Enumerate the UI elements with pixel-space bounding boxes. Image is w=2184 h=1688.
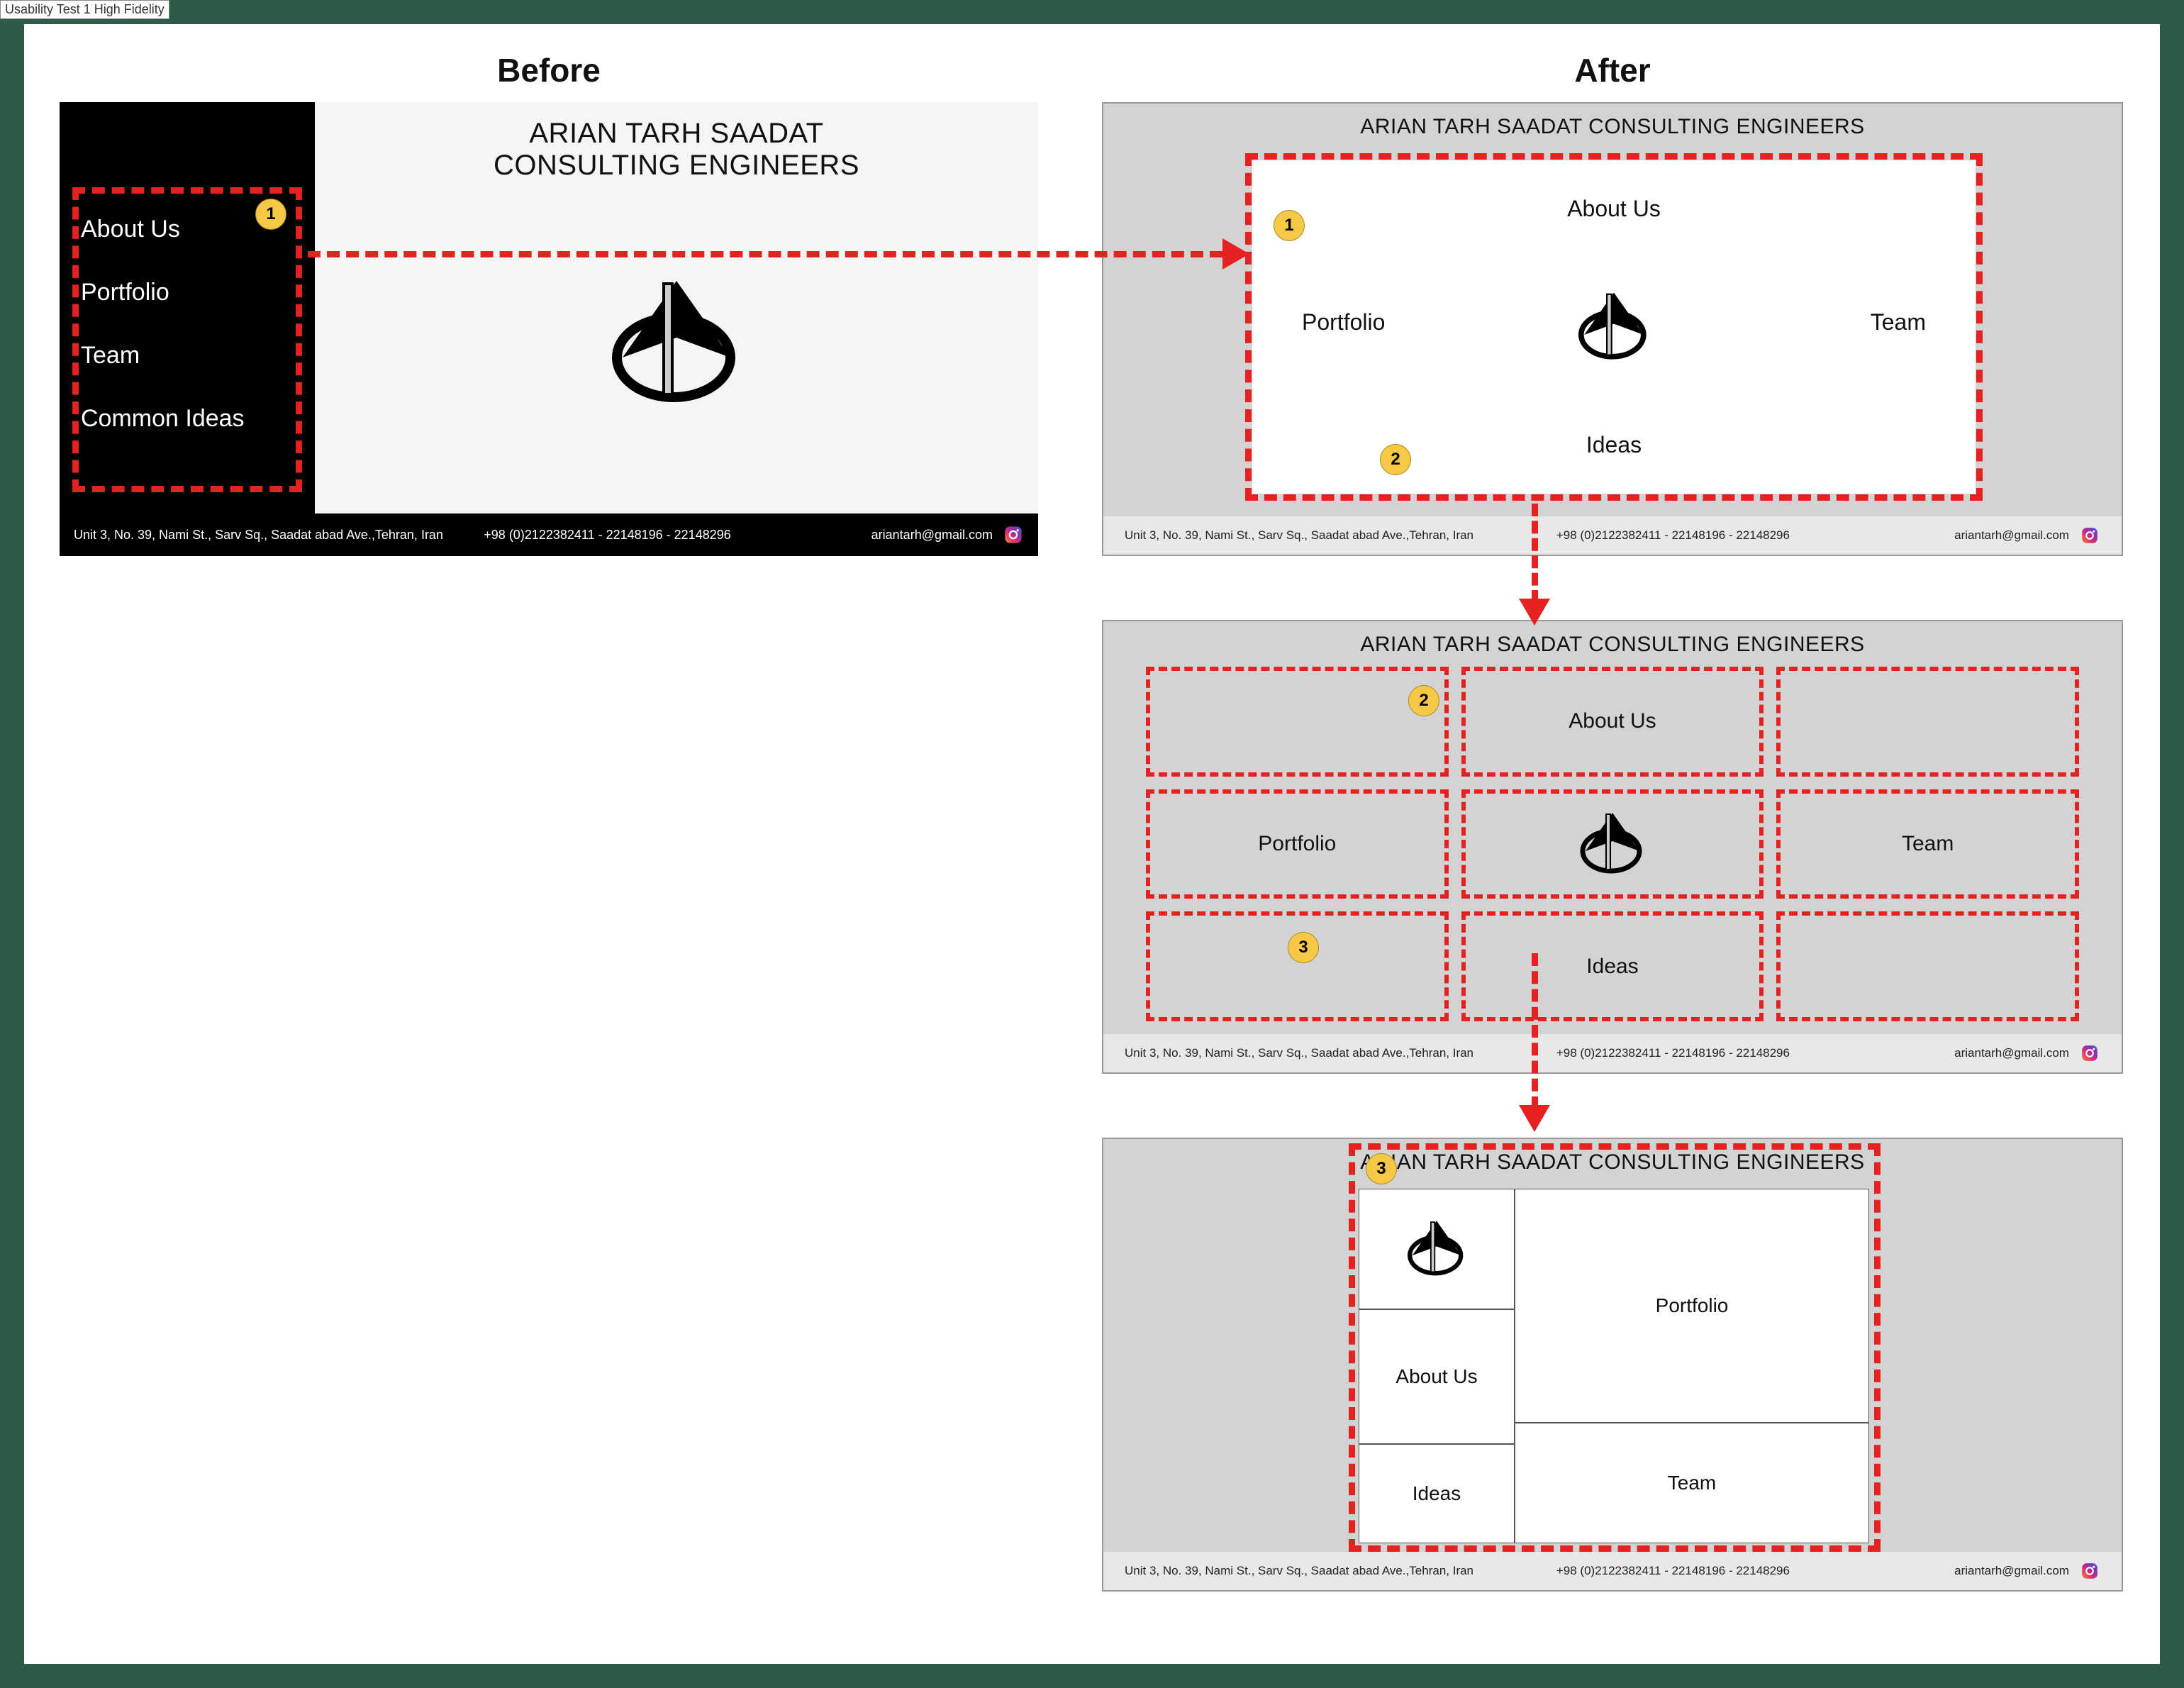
nav-item-common-ideas[interactable]: Common Ideas xyxy=(81,405,294,433)
after1-footer: Unit 3, No. 39, Nami St., Sarv Sq., Saad… xyxy=(1103,516,2122,555)
instagram-icon[interactable] xyxy=(2079,525,2100,546)
grid-cell-logo xyxy=(1461,789,1764,899)
after-heading: After xyxy=(1102,51,2123,89)
footer-address: Unit 3, No. 39, Nami St., Sarv Sq., Saad… xyxy=(1125,528,1521,543)
grid-cell-ideas[interactable]: Ideas xyxy=(1461,911,1764,1021)
before-heading: Before xyxy=(60,51,1038,89)
before-footer: Unit 3, No. 39, Nami St., Sarv Sq., Saad… xyxy=(60,513,1038,556)
footer-email[interactable]: ariantarh@gmail.com xyxy=(756,528,997,543)
badge-1-before: 1 xyxy=(255,199,286,230)
after2-company-title: ARIAN TARH SAADAT CONSULTING ENGINEERS xyxy=(1103,633,2122,657)
nav-item-portfolio[interactable]: Portfolio xyxy=(81,279,294,306)
grid-cell-portfolio[interactable]: Portfolio xyxy=(1146,789,1449,899)
footer-phone: +98 (0)2122382411 - 22148196 - 22148296 xyxy=(1521,1046,1826,1060)
after-panel-1: ARIAN TARH SAADAT CONSULTING ENGINEERS A… xyxy=(1102,102,2123,556)
flow-arrow-2 xyxy=(1532,504,1538,603)
company-logo-icon xyxy=(606,272,747,414)
before-nav-list: About Us Portfolio Team Common Ideas xyxy=(81,216,294,433)
nav-item-team[interactable]: Team xyxy=(81,342,294,370)
footer-address: Unit 3, No. 39, Nami St., Sarv Sq., Saad… xyxy=(1125,1564,1521,1578)
after1-company-title: ARIAN TARH SAADAT CONSULTING ENGINEERS xyxy=(1103,115,2122,139)
company-title: ARIAN TARH SAADAT CONSULTING ENGINEERS xyxy=(315,118,1038,182)
footer-phone: +98 (0)2122382411 - 22148196 - 22148296 xyxy=(459,528,755,543)
flow-arrow-1 xyxy=(308,251,1222,257)
before-sidebar: About Us Portfolio Team Common Ideas xyxy=(60,102,315,556)
badge-1-after: 1 xyxy=(1274,210,1305,241)
footer-email[interactable]: ariantarh@gmail.com xyxy=(1825,1564,2073,1578)
after1-nav-about[interactable]: About Us xyxy=(1252,196,1976,222)
browser-tab[interactable]: Usability Test 1 High Fidelity xyxy=(0,0,169,19)
treemap-ideas[interactable]: Ideas xyxy=(1359,1444,1515,1543)
after1-nav-portfolio[interactable]: Portfolio xyxy=(1302,309,1385,335)
badge-2-target: 2 xyxy=(1408,685,1439,716)
after2-footer: Unit 3, No. 39, Nami St., Sarv Sq., Saad… xyxy=(1103,1034,2122,1072)
treemap-team[interactable]: Team xyxy=(1515,1423,1869,1543)
arrow-head-icon xyxy=(1519,1105,1550,1132)
after3-company-title: ARIAN TARH SAADAT CONSULTING ENGINEERS xyxy=(1103,1150,2122,1175)
footer-address: Unit 3, No. 39, Nami St., Sarv Sq., Saad… xyxy=(1125,1046,1521,1060)
after2-grid: About Us Portfolio Team Ideas xyxy=(1146,667,2079,1021)
flow-arrow-3 xyxy=(1532,953,1538,1109)
company-logo-icon xyxy=(1575,288,1653,366)
after-panel-2: ARIAN TARH SAADAT CONSULTING ENGINEERS A… xyxy=(1102,620,2123,1074)
before-panel: About Us Portfolio Team Common Ideas ARI… xyxy=(60,102,1038,556)
grid-cell-team[interactable]: Team xyxy=(1776,789,2079,899)
after-panel-3: ARIAN TARH SAADAT CONSULTING ENGINEERS A… xyxy=(1102,1138,2123,1592)
arrow-head-icon xyxy=(1222,238,1249,270)
before-main: ARIAN TARH SAADAT CONSULTING ENGINEERS xyxy=(315,102,1038,513)
footer-phone: +98 (0)2122382411 - 22148196 - 22148296 xyxy=(1521,1564,1826,1578)
design-canvas: Before After About Us Portfolio Team Com… xyxy=(24,24,2160,1664)
grid-cell-empty xyxy=(1776,911,2079,1021)
badge-3-target: 3 xyxy=(1366,1153,1397,1184)
grid-cell-empty xyxy=(1146,911,1449,1021)
after3-treemap: About Us Ideas Portfolio Team xyxy=(1359,1189,1869,1543)
company-line1: ARIAN TARH SAADAT xyxy=(315,118,1038,150)
instagram-icon[interactable] xyxy=(2079,1560,2100,1582)
after1-nav-team[interactable]: Team xyxy=(1871,309,1926,335)
arrow-head-icon xyxy=(1519,599,1550,626)
after1-card: About Us Portfolio Team Ideas xyxy=(1252,160,1976,494)
footer-address: Unit 3, No. 39, Nami St., Sarv Sq., Saad… xyxy=(74,528,459,543)
footer-phone: +98 (0)2122382411 - 22148196 - 22148296 xyxy=(1521,528,1826,543)
grid-cell-empty xyxy=(1776,667,2079,777)
treemap-logo-cell xyxy=(1359,1189,1515,1309)
company-line2: CONSULTING ENGINEERS xyxy=(315,150,1038,182)
instagram-icon[interactable] xyxy=(2079,1043,2100,1064)
instagram-icon[interactable] xyxy=(1003,524,1024,545)
badge-3-origin: 3 xyxy=(1288,932,1319,963)
footer-email[interactable]: ariantarh@gmail.com xyxy=(1825,1046,2073,1060)
grid-cell-about[interactable]: About Us xyxy=(1461,667,1764,777)
footer-email[interactable]: ariantarh@gmail.com xyxy=(1825,528,2073,543)
treemap-about[interactable]: About Us xyxy=(1359,1309,1515,1444)
after1-nav-ideas[interactable]: Ideas xyxy=(1252,432,1976,458)
treemap-portfolio[interactable]: Portfolio xyxy=(1515,1189,1869,1423)
badge-2-origin: 2 xyxy=(1380,444,1411,475)
grid-cell-empty xyxy=(1146,667,1449,777)
after3-footer: Unit 3, No. 39, Nami St., Sarv Sq., Saad… xyxy=(1103,1552,2122,1590)
